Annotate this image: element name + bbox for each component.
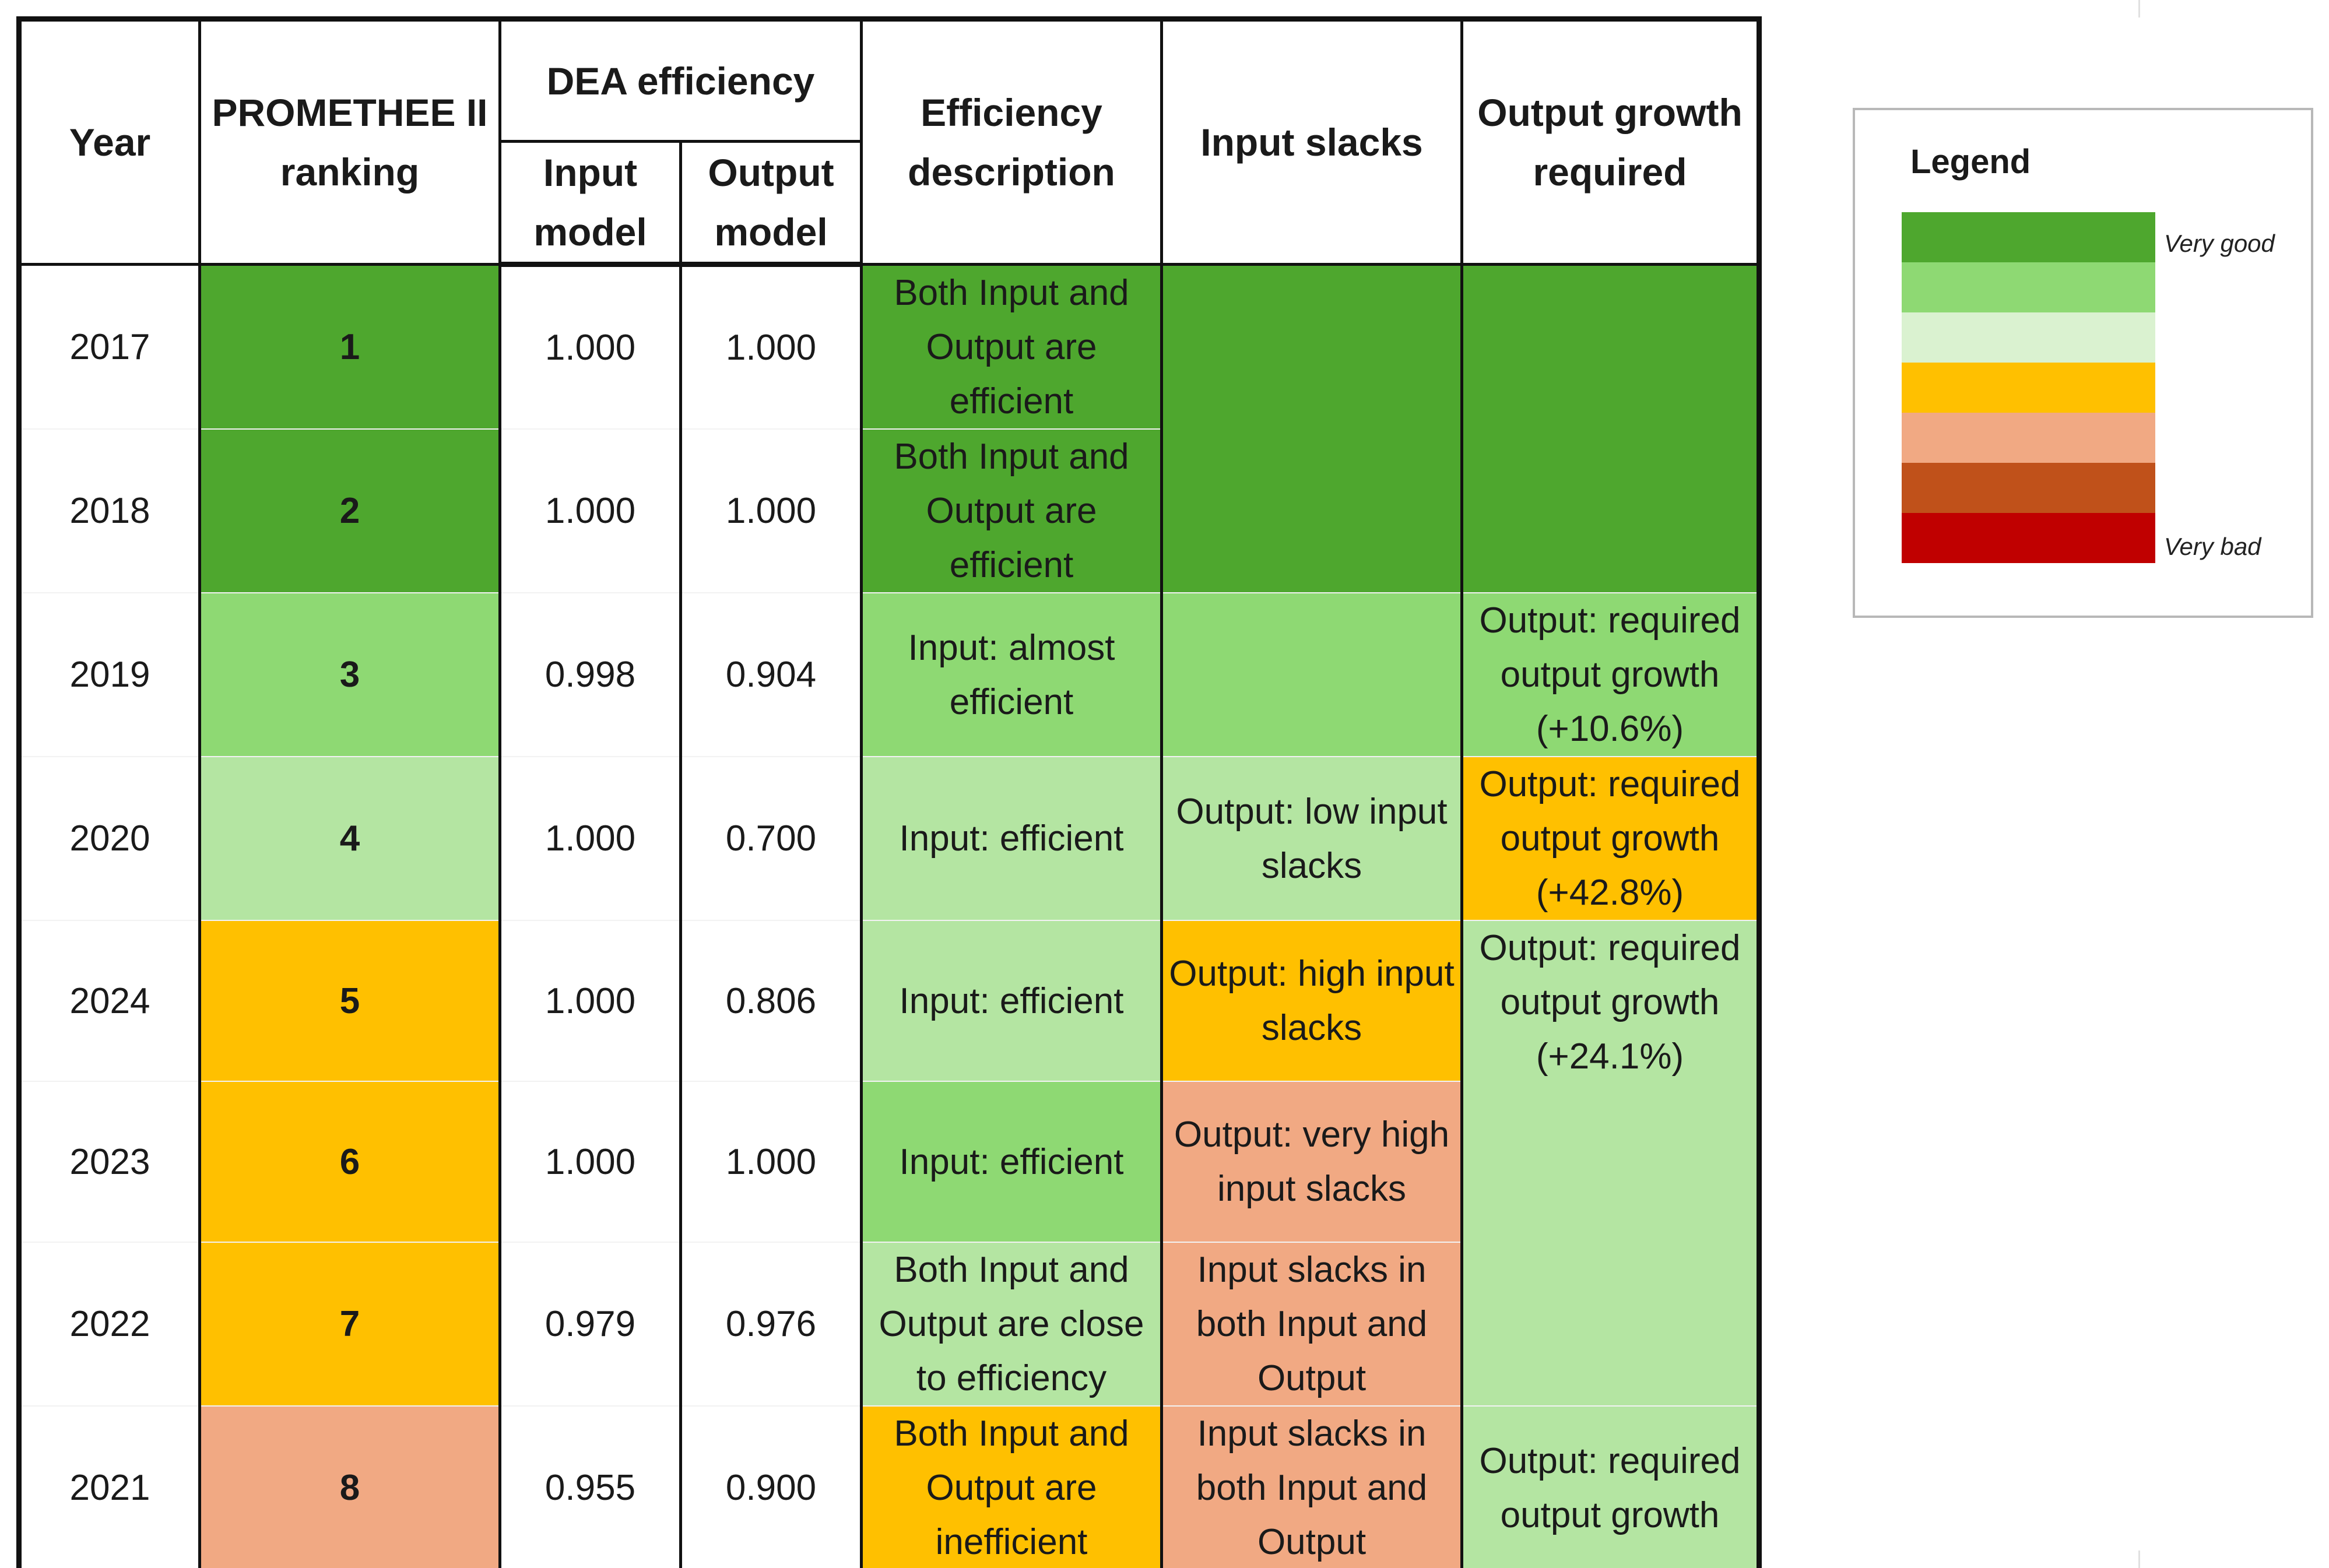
- input-model-cell: 1.000: [498, 1081, 682, 1243]
- description-cell: Both Input and Output are inefficient: [860, 1405, 1163, 1568]
- header-ranking: PROMETHEE II ranking: [198, 17, 501, 266]
- slacks-cell: Output: low input slacks: [1160, 756, 1463, 921]
- input-model-cell: 1.000: [498, 756, 682, 921]
- legend-swatch: [1902, 212, 2155, 262]
- input-model-cell: 0.979: [498, 1242, 682, 1407]
- input-model-cell: 1.000: [498, 428, 682, 593]
- description-cell: Input: efficient: [860, 920, 1163, 1082]
- description-cell: Input: almost efficient: [860, 592, 1163, 757]
- rank-cell: 2: [198, 428, 501, 593]
- header-output-model: Output model: [679, 140, 863, 267]
- table-row: 2023 6 1.000 1.000 Input: efficient Outp…: [17, 1081, 1759, 1243]
- slacks-cell: Input slacks in both Input and Output: [1160, 1405, 1463, 1568]
- legend-very-bad-label: Very bad: [2164, 533, 2261, 560]
- slacks-cell-empty: [1160, 592, 1463, 757]
- description-cell: Both Input and Output are close to effic…: [860, 1242, 1163, 1407]
- header-input-slacks: Input slacks: [1160, 17, 1463, 266]
- table-row: 2017 1 1.000 1.000 Both Input and Output…: [17, 263, 1761, 593]
- rank-cell: 5: [198, 920, 501, 1082]
- rank-cell: 7: [198, 1242, 501, 1407]
- slacks-cell: Output: high input slacks: [1160, 920, 1463, 1082]
- legend-swatch: [1902, 312, 2155, 363]
- growth-cell-empty: [1460, 263, 1761, 593]
- input-model-cell: 1.000: [498, 263, 682, 430]
- header-year: Year: [17, 17, 201, 266]
- output-model-cell: 0.904: [679, 592, 863, 757]
- legend: Legend Very good Very bad: [1853, 108, 2313, 618]
- legend-very-good-label: Very good: [2164, 230, 2275, 257]
- growth-cell: Output: required output growth: [1460, 1405, 1761, 1568]
- legend-swatch: [1902, 513, 2155, 563]
- output-model-cell: 0.806: [679, 920, 863, 1082]
- table-row: 2022 7 0.979 0.976 Both Input and Output…: [17, 1242, 1759, 1407]
- table-row: 2024 5 1.000 0.806 Input: efficient Outp…: [17, 920, 1761, 1407]
- legend-swatch: [1902, 262, 2155, 312]
- year-cell: 2023: [17, 1081, 201, 1243]
- description-cell: Both Input and Output are efficient: [860, 263, 1163, 430]
- year-cell: 2022: [17, 1242, 201, 1407]
- header-efficiency-description: Efficiency description: [860, 17, 1163, 266]
- growth-cell: Output: required output growth (+42.8%): [1460, 756, 1761, 921]
- header-output-growth: Output growth required: [1460, 17, 1761, 266]
- input-model-cell: 0.998: [498, 592, 682, 757]
- legend-swatch: [1902, 463, 2155, 513]
- year-cell: 2021: [17, 1405, 201, 1568]
- slacks-cell: Output: very high input slacks: [1160, 1081, 1463, 1243]
- rank-cell: 1: [198, 263, 501, 430]
- rank-cell: 3: [198, 592, 501, 757]
- slacks-cell: Input slacks in both Input and Output: [1160, 1242, 1463, 1407]
- output-model-cell: 0.900: [679, 1405, 863, 1568]
- table-row: 2019 3 0.998 0.904 Input: almost efficie…: [17, 592, 1761, 757]
- output-model-cell: 0.700: [679, 756, 863, 921]
- legend-swatches: [1902, 212, 2155, 563]
- legend-swatch: [1902, 363, 2155, 413]
- header-dea-efficiency: DEA efficiency: [498, 17, 863, 143]
- table-row: 2021 8 0.955 0.900 Both Input and Output…: [17, 1405, 1761, 1568]
- rank-cell: 4: [198, 756, 501, 921]
- description-cell: Input: efficient: [860, 756, 1163, 921]
- output-model-cell: 0.976: [679, 1242, 863, 1407]
- year-cell: 2024: [17, 920, 201, 1082]
- year-cell: 2020: [17, 756, 201, 921]
- growth-cell: Output: required output growth (+10.6%): [1460, 592, 1761, 757]
- output-model-cell: 1.000: [679, 1081, 863, 1243]
- divider: [2138, 1551, 2140, 1568]
- legend-title: Legend: [1910, 143, 2031, 181]
- rank-cell: 8: [198, 1405, 501, 1568]
- description-cell: Input: efficient: [860, 1081, 1163, 1243]
- input-model-cell: 0.955: [498, 1405, 682, 1568]
- year-cell: 2017: [17, 263, 201, 430]
- slacks-cell-empty: [1160, 263, 1463, 593]
- description-cell: Both Input and Output are efficient: [860, 428, 1163, 593]
- rank-cell: 6: [198, 1081, 501, 1243]
- year-cell: 2018: [17, 428, 201, 593]
- table-row: 2020 4 1.000 0.700 Input: efficient Outp…: [17, 756, 1761, 921]
- year-cell: 2019: [17, 592, 201, 757]
- table-row: 2018 2 1.000 1.000 Both Input and Output…: [17, 428, 1759, 593]
- efficiency-table: Year PROMETHEE II ranking DEA efficiency…: [16, 16, 1762, 1568]
- output-model-cell: 1.000: [679, 428, 863, 593]
- growth-cell: Output: required output growth (+24.1%): [1460, 920, 1761, 1407]
- divider: [2138, 0, 2140, 17]
- header-input-model: Input model: [498, 140, 682, 267]
- legend-swatch: [1902, 413, 2155, 463]
- input-model-cell: 1.000: [498, 920, 682, 1082]
- output-model-cell: 1.000: [679, 263, 863, 430]
